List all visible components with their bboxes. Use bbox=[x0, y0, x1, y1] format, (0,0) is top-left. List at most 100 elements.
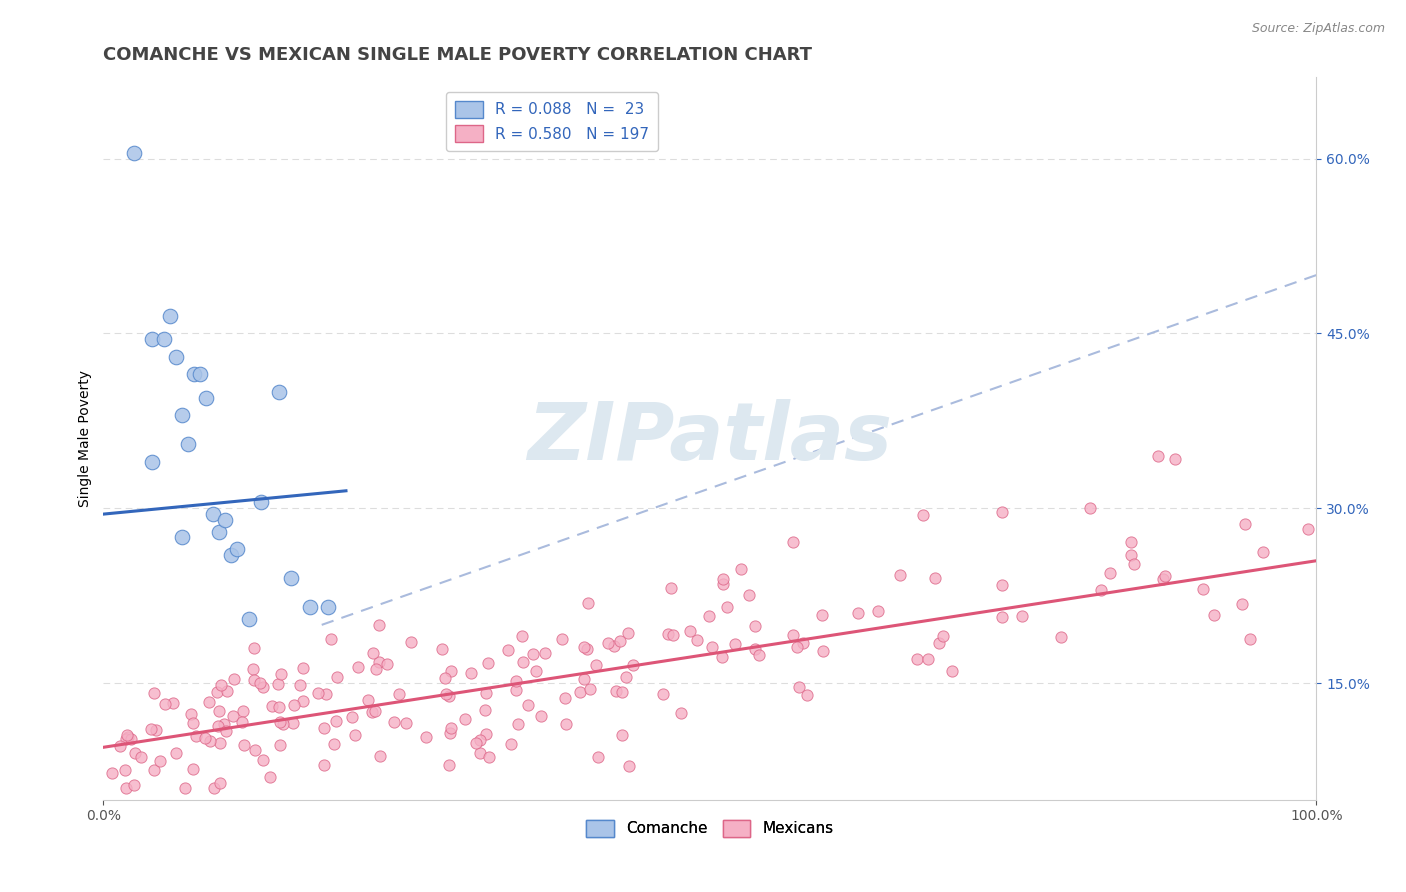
Point bbox=[602, 639, 624, 653]
Point bbox=[208, 736, 231, 750]
Point bbox=[190, 368, 212, 382]
Point bbox=[314, 721, 336, 735]
Point bbox=[1090, 582, 1112, 597]
Point bbox=[1232, 598, 1254, 612]
Point bbox=[1098, 566, 1121, 580]
Point bbox=[267, 699, 290, 714]
Point bbox=[505, 674, 527, 689]
Point bbox=[326, 670, 349, 684]
Point bbox=[141, 332, 163, 346]
Point bbox=[315, 687, 337, 701]
Point bbox=[122, 779, 145, 793]
Point bbox=[574, 673, 596, 687]
Point bbox=[367, 655, 389, 669]
Point bbox=[238, 612, 260, 626]
Point bbox=[243, 743, 266, 757]
Point bbox=[108, 739, 131, 753]
Point bbox=[610, 728, 633, 742]
Point bbox=[572, 640, 595, 654]
Point bbox=[347, 659, 370, 673]
Point bbox=[172, 408, 194, 422]
Point bbox=[730, 562, 752, 576]
Point bbox=[464, 736, 486, 750]
Point bbox=[361, 706, 384, 720]
Point bbox=[738, 588, 761, 602]
Point bbox=[283, 715, 305, 730]
Point bbox=[172, 530, 194, 544]
Point bbox=[889, 567, 911, 582]
Point bbox=[214, 513, 236, 527]
Point bbox=[662, 628, 685, 642]
Point bbox=[197, 695, 219, 709]
Point bbox=[609, 634, 631, 648]
Point bbox=[941, 664, 963, 678]
Point bbox=[512, 655, 534, 669]
Point bbox=[787, 680, 810, 694]
Point bbox=[269, 384, 291, 399]
Point bbox=[598, 636, 620, 650]
Point bbox=[576, 641, 599, 656]
Point bbox=[1251, 545, 1274, 559]
Point bbox=[148, 755, 170, 769]
Point bbox=[343, 728, 366, 742]
Point bbox=[115, 731, 138, 746]
Point bbox=[440, 664, 463, 678]
Point bbox=[173, 781, 195, 796]
Point bbox=[711, 572, 734, 586]
Point bbox=[115, 728, 138, 742]
Point bbox=[207, 719, 229, 733]
Point bbox=[212, 716, 235, 731]
Point bbox=[399, 635, 422, 649]
Y-axis label: Single Male Poverty: Single Male Poverty bbox=[79, 370, 93, 507]
Point bbox=[924, 571, 946, 585]
Point bbox=[141, 722, 163, 736]
Point bbox=[991, 505, 1014, 519]
Point bbox=[101, 766, 124, 780]
Point bbox=[475, 727, 498, 741]
Point bbox=[506, 716, 529, 731]
Point bbox=[316, 600, 339, 615]
Point bbox=[522, 647, 544, 661]
Point bbox=[141, 455, 163, 469]
Point bbox=[454, 712, 477, 726]
Point bbox=[222, 709, 245, 723]
Point bbox=[516, 698, 538, 712]
Point bbox=[375, 657, 398, 671]
Point bbox=[202, 781, 225, 796]
Point bbox=[697, 608, 720, 623]
Point bbox=[250, 495, 273, 509]
Point bbox=[232, 704, 254, 718]
Point bbox=[207, 524, 229, 539]
Point bbox=[477, 656, 499, 670]
Point bbox=[1147, 449, 1170, 463]
Point bbox=[711, 649, 734, 664]
Point bbox=[911, 508, 934, 522]
Point bbox=[846, 606, 869, 620]
Point bbox=[201, 507, 224, 521]
Point bbox=[259, 770, 281, 784]
Point bbox=[114, 763, 136, 777]
Point bbox=[194, 731, 217, 745]
Point bbox=[271, 717, 294, 731]
Point bbox=[382, 715, 405, 730]
Point bbox=[183, 368, 205, 382]
Point bbox=[605, 683, 627, 698]
Point bbox=[1121, 548, 1143, 562]
Point bbox=[298, 600, 321, 615]
Text: Source: ZipAtlas.com: Source: ZipAtlas.com bbox=[1251, 22, 1385, 36]
Point bbox=[224, 672, 246, 686]
Point bbox=[129, 750, 152, 764]
Point bbox=[143, 764, 166, 778]
Point bbox=[434, 671, 457, 685]
Point bbox=[659, 582, 682, 596]
Point bbox=[162, 696, 184, 710]
Point bbox=[364, 663, 387, 677]
Point bbox=[1192, 582, 1215, 596]
Point bbox=[325, 714, 347, 728]
Point bbox=[388, 687, 411, 701]
Point bbox=[1153, 568, 1175, 582]
Point bbox=[579, 682, 602, 697]
Point bbox=[478, 749, 501, 764]
Point bbox=[159, 309, 181, 323]
Point bbox=[744, 641, 766, 656]
